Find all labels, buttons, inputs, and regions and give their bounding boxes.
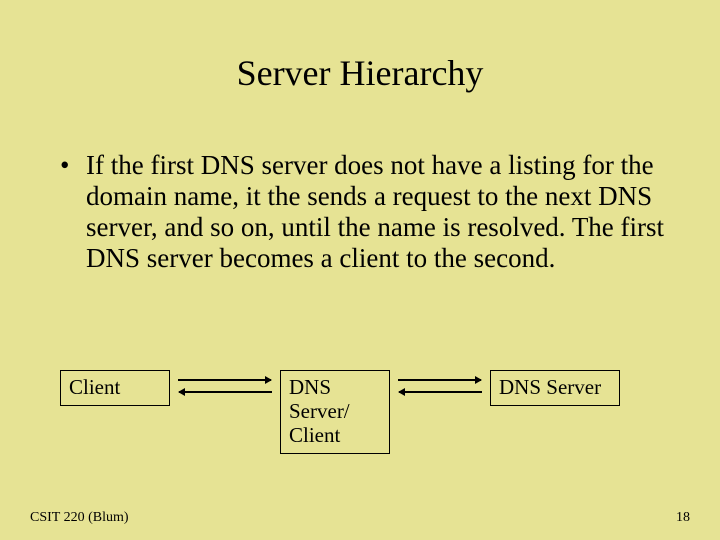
footer-left: CSIT 220 (Blum) xyxy=(30,510,129,526)
slide-number: 18 xyxy=(676,510,690,526)
slide-body: • If the first DNS server does not have … xyxy=(60,150,670,274)
diagram-box-dns-server: DNS Server xyxy=(490,370,620,406)
double-arrow-icon xyxy=(178,372,272,402)
bullet-marker: • xyxy=(60,150,86,181)
diagram: Client DNSServer/Client DNS Server xyxy=(60,370,670,480)
bullet-item: • If the first DNS server does not have … xyxy=(60,150,670,274)
slide: Server Hierarchy • If the first DNS serv… xyxy=(0,0,720,540)
slide-title: Server Hierarchy xyxy=(0,52,720,94)
diagram-box-client: Client xyxy=(60,370,170,406)
diagram-box-dns-server-client: DNSServer/Client xyxy=(280,370,390,454)
double-arrow-icon xyxy=(398,372,482,402)
bullet-text: If the first DNS server does not have a … xyxy=(86,150,670,274)
